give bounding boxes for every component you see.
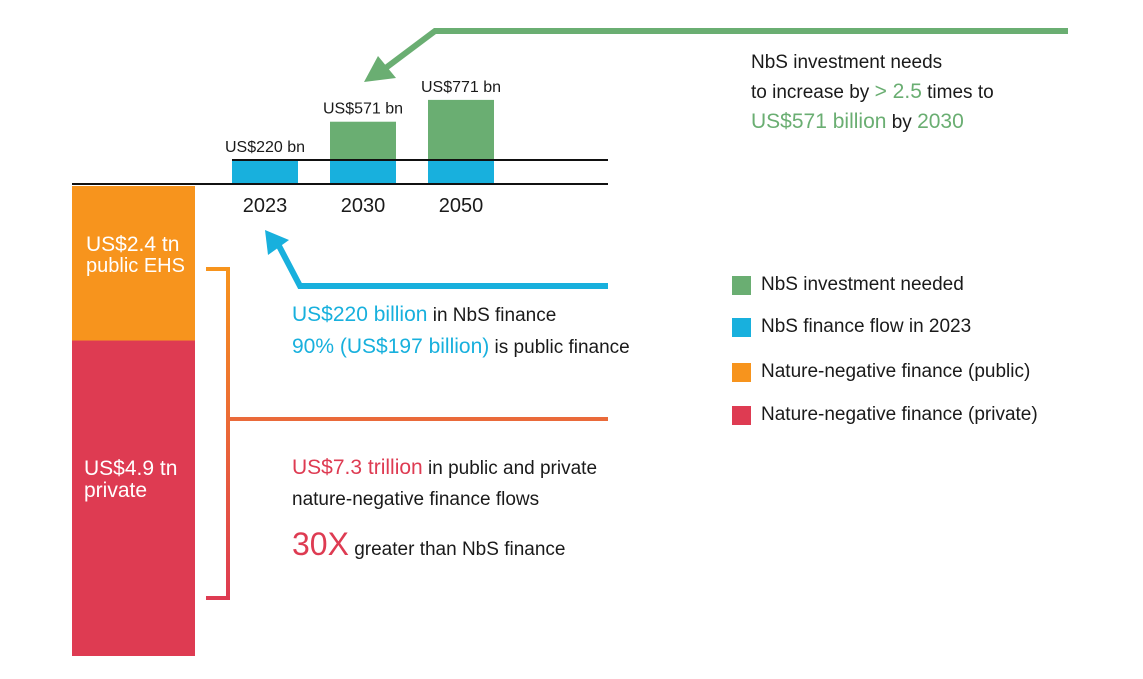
legend-swatch-private [732, 405, 751, 425]
tick-label-2050: 2050 [439, 195, 484, 217]
bar-label-2050: US$771 bn [421, 79, 501, 96]
legend-item-needed: NbS investment needed [732, 274, 964, 296]
bar-flow-2023 [232, 160, 298, 184]
needs-arrow-line [381, 28, 1068, 73]
public-stack-label: US$2.4 tn public EHS [86, 233, 185, 278]
public-stack-value: US$2.4 tn [86, 233, 180, 256]
legend-swatch-needed [732, 275, 751, 295]
flow-public-share: 90% (US$197 billion) [292, 334, 490, 358]
legend-label-public: Nature-negative finance (public) [761, 361, 1031, 382]
legend-swatch-public [732, 362, 751, 382]
multiplier-caption: greater than NbS finance [348, 539, 566, 560]
needs-multiplier: > 2.5 [874, 79, 922, 103]
negative-annotation: US$7.3 trillion in public and private na… [292, 452, 597, 514]
private-stack-value: US$4.9 tn [84, 457, 178, 480]
needs-line2-c: times to [921, 81, 994, 103]
legend-label-needed: NbS investment needed [761, 274, 964, 295]
needs-line3-b: by [886, 111, 918, 133]
legend-item-flow: NbS finance flow in 2023 [732, 316, 971, 338]
public-stack-caption: public EHS [86, 255, 185, 278]
legend-label-flow: NbS finance flow in 2023 [761, 316, 972, 337]
tick-label-2023: 2023 [243, 195, 288, 217]
multiplier-annotation: 30X greater than NbS finance [292, 526, 565, 563]
legend-item-private: Nature-negative finance (private) [732, 404, 1038, 426]
needs-arrow-head [364, 56, 396, 82]
stack-segment-public [72, 186, 195, 341]
flow-line1: US$220 billion in NbS finance [292, 299, 630, 331]
bar-flow-2050 [428, 160, 494, 184]
tick-label-2030: 2030 [341, 195, 386, 217]
flow-arrow-line [275, 242, 608, 289]
private-stack-caption: private [84, 479, 148, 503]
needs-line3: US$571 billion by 2030 [751, 107, 994, 137]
needs-line2: to increase by > 2.5 times to [751, 77, 994, 107]
private-stack-label: US$4.9 tn private [84, 457, 178, 503]
flow-line1-b: in NbS finance [427, 305, 557, 326]
bar-label-2030: US$571 bn [323, 101, 403, 118]
flow-arrow-head [265, 230, 289, 255]
flow-line2-b: is public finance [489, 336, 630, 358]
nature-negative-bracket [206, 267, 230, 600]
negative-line1-b: in public and private [422, 458, 598, 479]
flow-amount: US$220 billion [292, 303, 428, 326]
stack-segment-private [72, 340, 195, 656]
needs-amount: US$571 billion [751, 109, 887, 133]
flow-annotation: US$220 billion in NbS finance 90% (US$19… [292, 299, 630, 362]
needs-line1: NbS investment needs [751, 52, 943, 73]
negative-amount: US$7.3 trillion [292, 456, 423, 479]
legend-swatch-flow [732, 317, 751, 337]
bar-needed-2050 [428, 99, 494, 160]
needs-annotation: NbS investment needs to increase by > 2.… [751, 49, 994, 137]
negative-line1: US$7.3 trillion in public and private [292, 452, 597, 485]
needs-line2-a: to increase by [751, 81, 875, 103]
bar-label-2023: US$220 bn [225, 139, 305, 156]
negative-line2: nature-negative finance flows [292, 488, 540, 510]
bar-needed-2030 [330, 121, 396, 160]
multiplier-value: 30X [292, 526, 349, 562]
needs-year: 2030 [917, 109, 964, 133]
legend-item-public: Nature-negative finance (public) [732, 361, 1030, 383]
flow-line2: 90% (US$197 billion) is public finance [292, 331, 630, 363]
legend-label-private: Nature-negative finance (private) [761, 404, 1038, 425]
bar-flow-2030 [330, 160, 396, 184]
